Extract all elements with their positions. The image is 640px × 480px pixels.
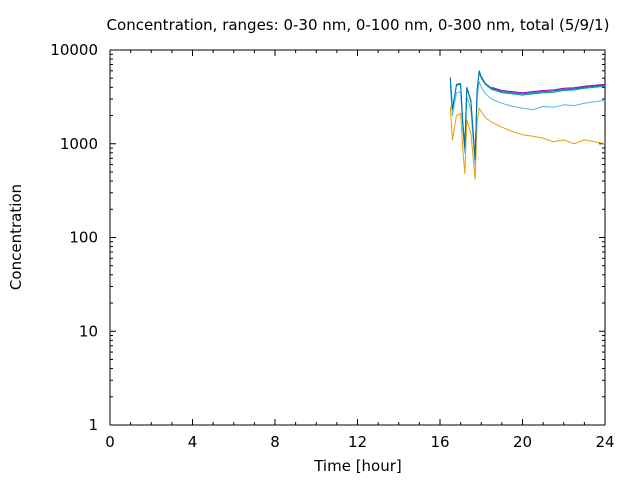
- y-tick-label: 10: [79, 322, 98, 340]
- x-tick-label: 20: [513, 433, 532, 451]
- series-line-4: [449, 70, 606, 159]
- x-axis: 0 4 8 12 16 20 24: [105, 50, 615, 451]
- x-tick-label: 16: [430, 433, 449, 451]
- x-tick-label: 4: [188, 433, 198, 451]
- y-axis: 1 10 100 1000 10000: [50, 41, 605, 434]
- chart-title: Concentration, ranges: 0-30 nm, 0-100 nm…: [107, 16, 610, 34]
- x-axis-label: Time [hour]: [313, 457, 402, 475]
- y-tick-label: 10000: [50, 41, 98, 59]
- x-tick-label: 24: [595, 433, 614, 451]
- y-axis-label: Concentration: [7, 184, 25, 290]
- plot-frame: [109, 49, 606, 426]
- y-tick-label: 1: [88, 416, 98, 434]
- series-layer: [449, 70, 606, 180]
- y-tick-label: 100: [69, 229, 98, 247]
- x-tick-label: 0: [105, 433, 115, 451]
- x-tick-label: 8: [270, 433, 280, 451]
- x-tick-label: 12: [348, 433, 367, 451]
- series-line-5: [491, 83, 606, 94]
- y-tick-label: 1000: [60, 135, 98, 153]
- series-line-1: [449, 106, 606, 180]
